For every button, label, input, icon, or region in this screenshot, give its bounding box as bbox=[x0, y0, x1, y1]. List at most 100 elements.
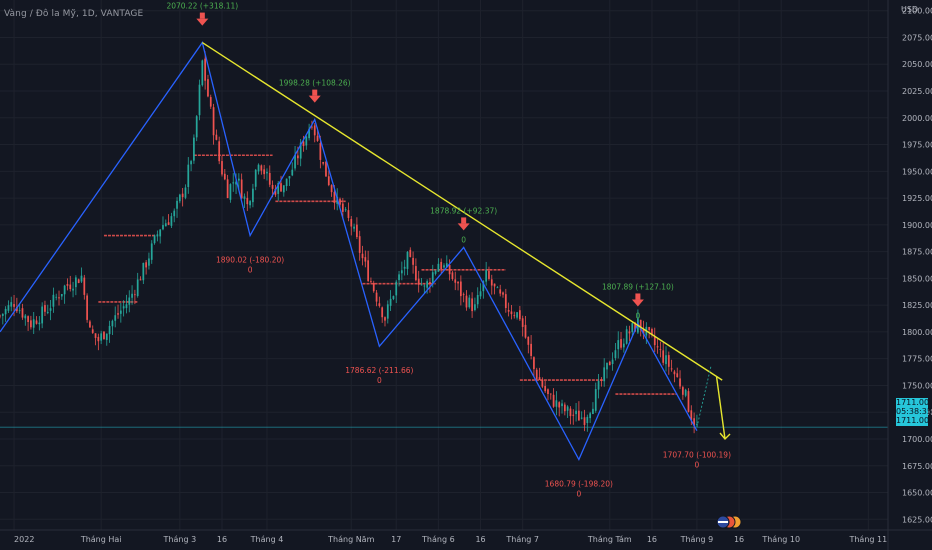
candle-body bbox=[594, 389, 597, 411]
candle-body bbox=[490, 279, 493, 286]
candle-body bbox=[519, 310, 521, 320]
projection-up-line[interactable] bbox=[696, 366, 712, 428]
candle-body bbox=[358, 236, 361, 253]
candle-body bbox=[0, 315, 1, 317]
candle-body bbox=[89, 321, 91, 328]
candle-body bbox=[499, 289, 502, 294]
candle-body bbox=[361, 253, 364, 259]
pivot-high-label: 1878.92 (+92.37) bbox=[430, 206, 497, 215]
y-tick-label: 1625.00 bbox=[902, 515, 932, 524]
candle-body bbox=[656, 346, 659, 348]
candle-body bbox=[100, 333, 103, 341]
candle-body bbox=[693, 418, 695, 426]
candle-body bbox=[178, 194, 181, 202]
candle-body bbox=[24, 315, 27, 319]
candle-body bbox=[159, 229, 162, 237]
candle-body bbox=[266, 171, 268, 174]
time-axis[interactable]: 2022 Tháng Hai Tháng 3 16 Tháng 4 Tháng Năm 17… bbox=[14, 535, 887, 544]
candle-body bbox=[364, 257, 367, 262]
candle-body bbox=[600, 379, 603, 381]
candle-body bbox=[18, 310, 21, 312]
candle-body bbox=[52, 294, 55, 307]
pivot-sub-label: 0 bbox=[377, 376, 382, 385]
symbol-title[interactable]: Vàng / Đô la Mỹ, 1D, VANTAGE bbox=[4, 9, 144, 19]
candle-body bbox=[507, 309, 510, 312]
candle-body bbox=[392, 296, 395, 299]
candle-body bbox=[288, 176, 291, 179]
economic-events-icon[interactable] bbox=[716, 515, 742, 529]
y-tick-label: 1800.00 bbox=[902, 328, 932, 337]
candle-body bbox=[122, 306, 125, 309]
y-tick-label: 2100.00 bbox=[902, 7, 932, 16]
candle-body bbox=[167, 222, 170, 225]
pivot-high-label: 2070.22 (+318.11) bbox=[166, 2, 238, 11]
down-arrow-icon bbox=[635, 293, 641, 300]
candle-body bbox=[544, 386, 547, 392]
candle-body bbox=[125, 304, 128, 309]
candle-body bbox=[687, 391, 690, 412]
candle-body bbox=[350, 219, 353, 227]
candle-body bbox=[164, 223, 167, 227]
candle-body bbox=[271, 184, 274, 189]
candle-body bbox=[105, 333, 108, 340]
trendline-line[interactable] bbox=[201, 42, 723, 381]
candle-body bbox=[372, 283, 375, 292]
pivot-low-label: 1680.79 (-198.20) bbox=[545, 480, 613, 489]
candle-body bbox=[673, 371, 676, 375]
candle-body bbox=[386, 304, 389, 319]
candle-body bbox=[406, 251, 409, 269]
candle-body bbox=[63, 285, 66, 295]
candle-body bbox=[420, 284, 423, 286]
candle-body bbox=[10, 302, 13, 307]
candle-body bbox=[558, 402, 561, 408]
candle-body bbox=[395, 281, 398, 296]
candle-body bbox=[83, 277, 86, 295]
candle-body bbox=[608, 361, 611, 366]
candle-body bbox=[38, 322, 41, 325]
candle-body bbox=[628, 331, 631, 334]
candle-body bbox=[547, 389, 549, 395]
price-axis[interactable]: 1625.001650.001675.001700.001725.001750.… bbox=[902, 7, 932, 525]
candle-body bbox=[46, 311, 49, 313]
pivot-sub-label: 0 bbox=[248, 266, 253, 275]
candle-body bbox=[173, 210, 176, 217]
y-tick-label: 2000.00 bbox=[902, 114, 932, 123]
candle-body bbox=[476, 294, 479, 305]
candle-body bbox=[27, 316, 29, 323]
y-tick-label: 1700.00 bbox=[902, 435, 932, 444]
x-tick-label: 16 bbox=[647, 535, 657, 544]
candle-body bbox=[254, 169, 257, 187]
trendline[interactable] bbox=[201, 42, 731, 441]
zigzag-lines bbox=[0, 41, 698, 462]
projection-arrowhead[interactable] bbox=[719, 432, 731, 441]
x-tick-label: Tháng 9 bbox=[680, 535, 714, 544]
candle-body bbox=[86, 295, 88, 320]
down-arrow-icon bbox=[312, 89, 318, 96]
candle-body bbox=[533, 357, 535, 370]
candle-body bbox=[237, 178, 240, 181]
down-arrow-icon bbox=[631, 299, 644, 307]
candle-body bbox=[232, 182, 235, 184]
candle-body bbox=[527, 336, 530, 345]
candle-body bbox=[277, 182, 280, 194]
projection-down-line[interactable] bbox=[715, 376, 726, 440]
candle-body bbox=[592, 408, 594, 414]
candle-body bbox=[184, 187, 187, 198]
candle-body bbox=[398, 274, 400, 281]
candle-body bbox=[555, 400, 558, 407]
candle-body bbox=[209, 97, 212, 107]
candle-body bbox=[207, 79, 209, 97]
candle-body bbox=[260, 165, 263, 171]
candle-body bbox=[504, 294, 507, 309]
candle-body bbox=[204, 58, 207, 81]
us-flag-stripe bbox=[718, 521, 728, 523]
candle-body bbox=[589, 413, 591, 419]
candle-body bbox=[513, 315, 516, 317]
candle-body bbox=[659, 349, 662, 350]
candle-body bbox=[625, 329, 628, 344]
candle-body bbox=[631, 323, 634, 333]
candle-body bbox=[119, 310, 122, 314]
candle-body bbox=[333, 191, 336, 203]
candle-body bbox=[634, 322, 636, 332]
